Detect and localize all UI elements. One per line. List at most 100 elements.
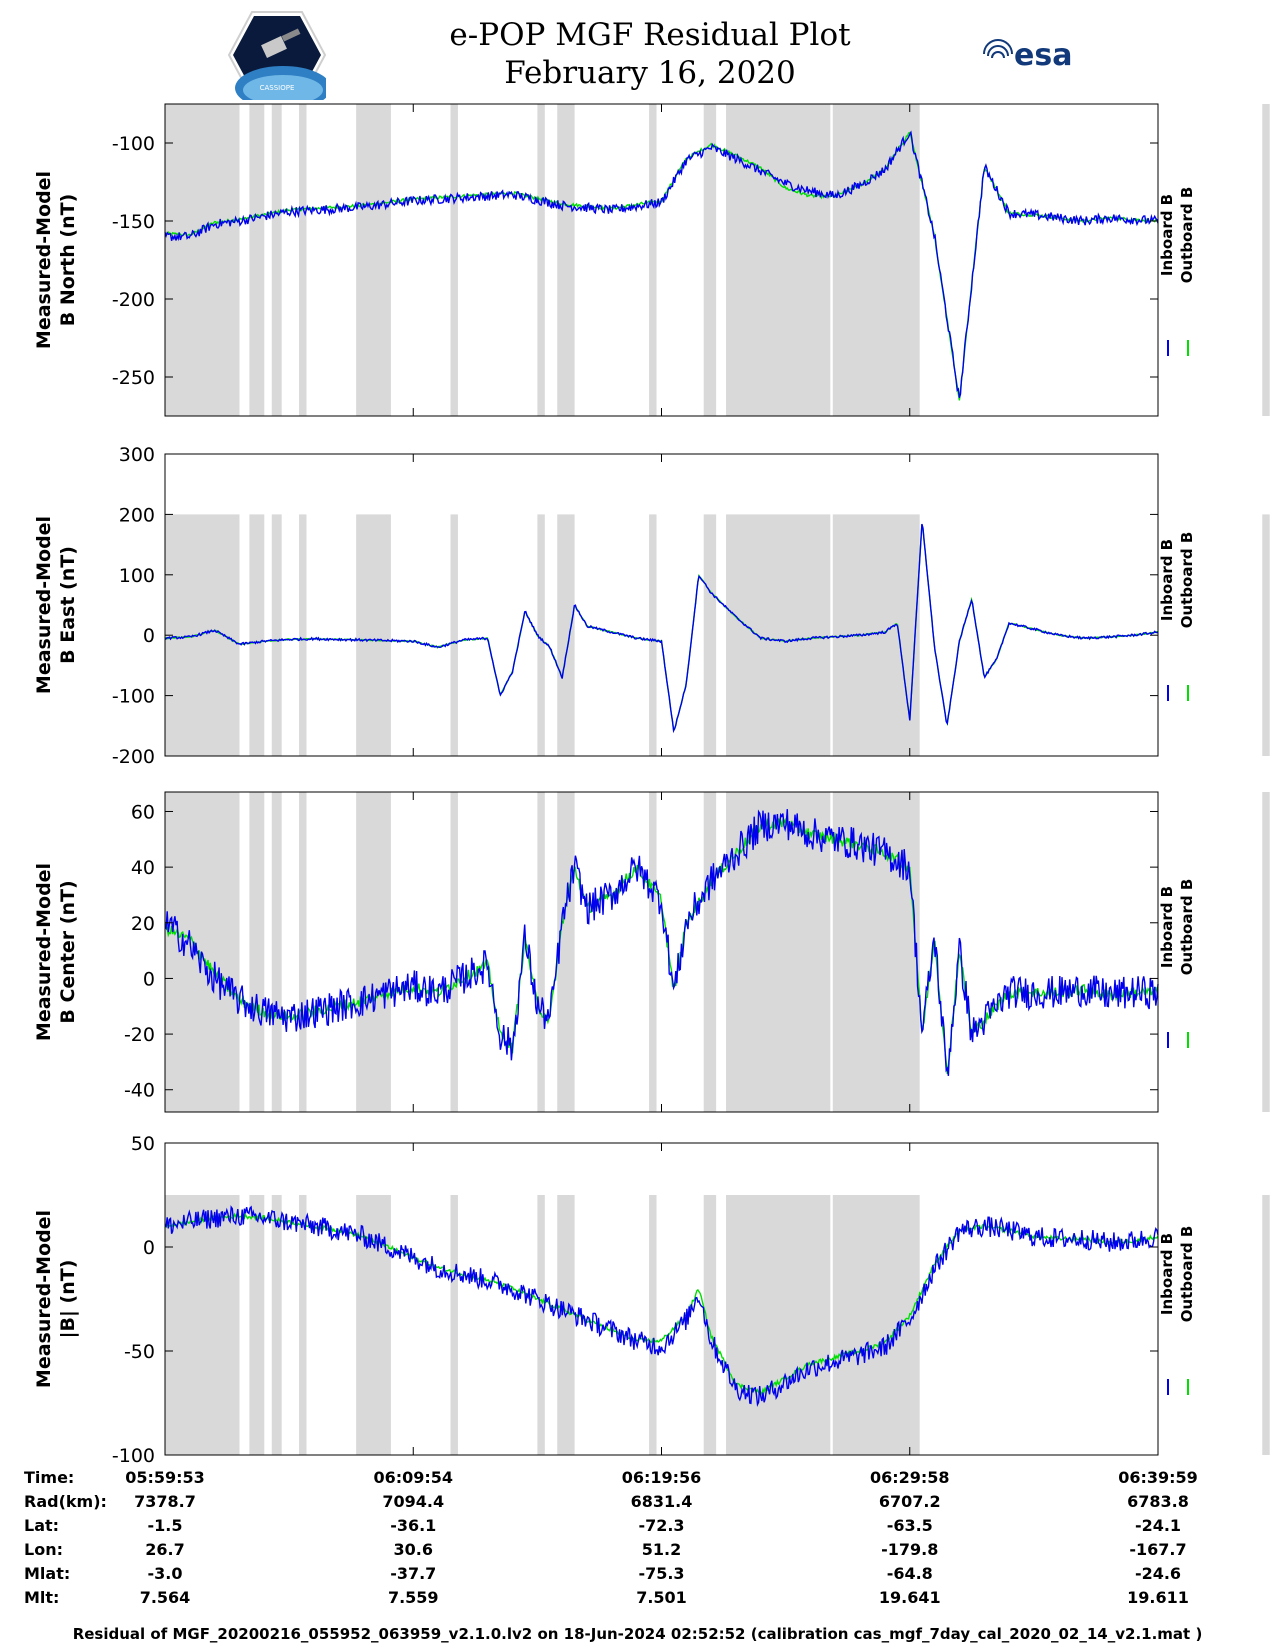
gap-band [557,1195,575,1455]
axes-box [164,791,1159,1113]
y-tick-label: 100 [119,565,155,587]
y-tick-label: -100 [112,133,155,155]
gap-band [832,514,920,756]
orbit-cell: 26.7 [145,1540,185,1559]
orbit-cell: -24.1 [1134,1516,1182,1535]
orbit-cell: 6783.8 [1127,1492,1189,1511]
y-axis-label: Measured-Model B East (nT) [33,516,79,694]
legend: Inboard B Outboard B [1158,879,1196,976]
gap-band [726,792,831,1112]
axes-box [164,453,1159,757]
y-axis-label-line2: B North (nT) [57,194,79,327]
y-axis-label-line2: B Center (nT) [57,880,79,1023]
gap-band [1262,104,1270,416]
gap-band [557,104,575,416]
orbit-cell: -64.8 [886,1564,933,1583]
y-tick-label: -200 [112,289,155,311]
gap-band [299,1195,307,1455]
orbit-cell: 06:19:56 [621,1468,702,1487]
cassiope-logo-text: CASSIOPE [260,84,295,92]
gap-band [1262,792,1270,1112]
orbit-row-label: Rad(km): [24,1492,107,1511]
gap-band [703,792,717,1112]
series-line-outboard [164,817,1159,1074]
gap-band [271,514,282,756]
y-axis-label: Measured-Model |B| (nT) [33,1210,79,1388]
gap-band [703,1195,717,1455]
series-line-inboard [164,523,1159,734]
series-line-inboard [164,1205,1159,1407]
gap-band [450,1195,458,1455]
legend-outboard-label: Outboard B [1178,187,1196,284]
gap-band [165,1195,240,1455]
legend-inboard-label: Inboard B [1158,1233,1176,1315]
gap-band [649,792,657,1112]
cassiope-logo: CASSIOPE [228,11,326,100]
gap-band [249,104,265,416]
gap-band [450,792,458,1112]
series-line-outboard [165,524,1159,732]
y-tick-label: -100 [112,686,155,708]
gap-band [299,104,307,416]
gap-band [249,514,265,756]
orbit-cell: -179.8 [881,1540,939,1559]
panel-1: -250 -200 -150 -100 Measured-Model B North (n… [33,103,1270,417]
gap-band [271,792,282,1112]
gap-band [356,792,391,1112]
y-axis-label: Measured-Model B North (nT) [33,171,79,349]
gap-band [249,1195,265,1455]
orbit-cell: -36.1 [390,1516,437,1535]
panel-2: -200 -100 0 100 200 300 Measured-Model B East (… [33,444,1270,768]
y-axis-label-line2: |B| (nT) [57,1260,79,1339]
y-tick-label: 200 [119,504,155,526]
y-tick-label: 300 [119,444,155,466]
gap-band [271,104,282,416]
gap-band [249,792,265,1112]
y-tick-label: -250 [112,367,155,389]
gap-band [537,104,545,416]
orbit-cell: -24.6 [1134,1564,1182,1583]
y-tick-label: -20 [124,1024,155,1046]
axes-box [164,103,1159,417]
legend: Inboard B Outboard B [1158,1226,1196,1323]
gap-band [649,514,657,756]
y-axis-label: Measured-Model B Center (nT) [33,863,79,1041]
gap-band [649,1195,657,1455]
orbit-cell: -167.7 [1129,1540,1187,1559]
panel-4: -100 -50 0 50 Measured-Model |B| (nT) Inboard … [33,1133,1270,1467]
y-tick-label: 50 [131,1133,155,1155]
y-axis-label-line2: B East (nT) [57,546,79,664]
y-axis-label-line1: Measured-Model [33,863,55,1041]
orbit-cell: -37.7 [390,1564,437,1583]
orbit-cell: -75.3 [638,1564,685,1583]
series-line-outboard [164,1212,1159,1396]
orbit-cell: 7.564 [139,1588,191,1607]
orbit-cell: 06:09:54 [373,1468,454,1487]
gap-band [832,1195,920,1455]
y-axis-label-line1: Measured-Model [33,171,55,349]
gap-band [450,514,458,756]
orbit-cell: 06:29:58 [869,1468,950,1487]
y-tick-label: -50 [124,1341,155,1363]
orbit-cell: -3.0 [147,1564,183,1583]
orbit-row-label: Mlt: [24,1588,60,1607]
gap-band [299,514,307,756]
y-tick-label: -40 [124,1080,155,1102]
orbit-cell: -1.5 [147,1516,183,1535]
orbit-cell: -72.3 [638,1516,685,1535]
orbit-cell: 7.501 [636,1588,687,1607]
orbit-row-label: Lon: [24,1540,63,1559]
axes-box [164,1142,1159,1456]
y-tick-label: -200 [112,746,155,768]
orbit-cell: 7094.4 [382,1492,445,1511]
footer-caption: Residual of MGF_20200216_055952_063959_v… [72,1625,1203,1643]
y-tick-label: 0 [143,1237,155,1259]
orbit-cell: 30.6 [393,1540,433,1559]
orbit-row-label: Lat: [24,1516,60,1535]
gap-band [356,104,391,416]
orbit-row-label: Mlat: [24,1564,71,1583]
orbit-cell: 7378.7 [134,1492,196,1511]
y-axis-label-line1: Measured-Model [33,1210,55,1388]
esa-logo: esa [983,38,1072,73]
